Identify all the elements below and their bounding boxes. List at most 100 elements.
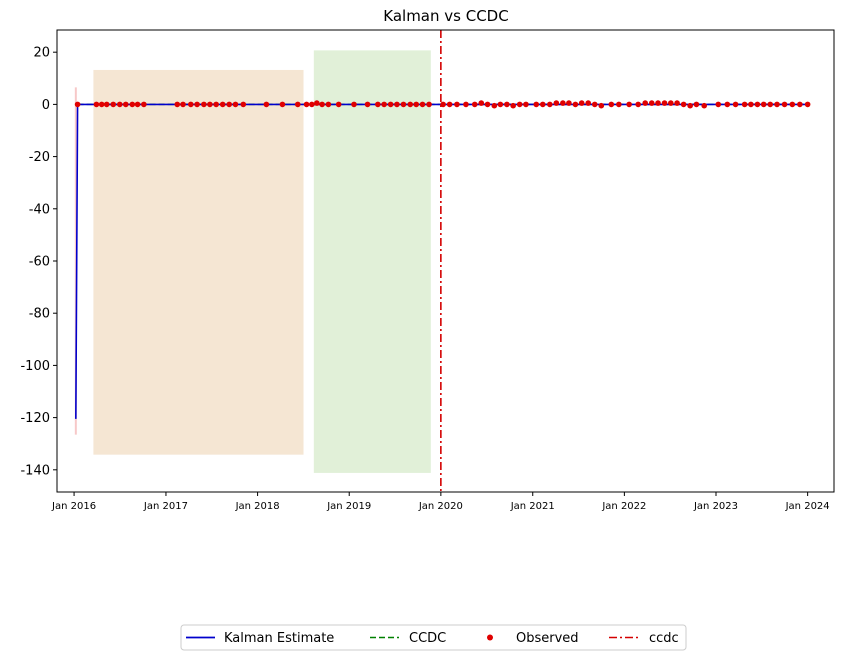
legend: Kalman Estimate CCDC Observed ccdc <box>180 624 687 651</box>
observed-point <box>309 101 315 108</box>
observed-point <box>701 102 708 109</box>
observed-point <box>207 101 213 108</box>
observed-point <box>642 100 649 106</box>
observed-point <box>732 101 739 108</box>
observed-point <box>767 101 774 108</box>
observed-point <box>419 101 426 108</box>
observed-point <box>674 100 680 106</box>
observed-point <box>504 101 510 108</box>
observed-point <box>741 101 748 108</box>
observed-point <box>789 101 796 108</box>
observed-point <box>219 101 226 108</box>
observed-point <box>497 101 504 108</box>
observed-point <box>635 101 641 108</box>
observed-point <box>400 101 407 108</box>
observed-point <box>572 101 579 108</box>
observed-point <box>547 101 553 108</box>
observed-point <box>213 101 219 108</box>
x-tick-label: Jan 2017 <box>143 501 188 512</box>
observed-point <box>463 101 469 108</box>
observed-point <box>781 101 788 108</box>
observed-point <box>797 101 803 108</box>
observed-point <box>608 101 615 108</box>
observed-point <box>553 100 560 106</box>
observed-point <box>364 101 371 108</box>
observed-point <box>116 101 123 108</box>
x-tick-label: Jan 2020 <box>418 501 463 512</box>
observed-point <box>440 101 446 108</box>
observed-point <box>484 101 491 108</box>
observed-point <box>626 101 632 108</box>
observed-point <box>98 101 105 108</box>
observed-point <box>454 101 460 108</box>
shaded-region-0 <box>93 69 304 455</box>
x-tick-label: Jan 2023 <box>693 501 738 512</box>
observed-point <box>578 100 585 106</box>
observed-point <box>294 101 301 108</box>
observed-point <box>413 101 420 108</box>
legend-label: CCDC <box>409 631 446 646</box>
y-tick-label: -20 <box>29 150 50 165</box>
observed-point <box>648 100 655 106</box>
legend-box <box>180 624 687 651</box>
observed-point <box>381 101 387 108</box>
observed-point <box>103 101 110 108</box>
y-tick-label: -100 <box>20 359 50 374</box>
plot-area: 20 0 -20 -40 -60 -80 -100 -120 -140 Jan 2016 Jan 2… <box>20 29 835 512</box>
observed-point <box>226 101 233 108</box>
observed-point <box>523 101 529 108</box>
observed-point <box>110 101 117 108</box>
observed-point <box>516 101 523 108</box>
observed-point <box>533 101 540 108</box>
observed-point <box>194 101 200 108</box>
observed-point <box>188 101 194 108</box>
y-tick-label: -40 <box>29 202 50 217</box>
observed-point <box>174 101 181 108</box>
observed-point <box>748 101 754 108</box>
x-tick-label: Jan 2018 <box>235 501 280 512</box>
observed-point <box>724 101 731 108</box>
observed-point <box>680 101 687 108</box>
observed-point <box>303 101 310 108</box>
y-tick-label: -80 <box>29 307 50 322</box>
observed-point <box>201 101 207 108</box>
observed-point <box>715 101 722 108</box>
observed-point <box>471 101 478 108</box>
x-tick-label: Jan 2016 <box>51 501 96 512</box>
observed-point <box>446 101 453 108</box>
observed-point <box>279 101 286 108</box>
observed-point <box>560 100 566 106</box>
observed-point <box>668 100 674 106</box>
observed-point <box>232 101 239 108</box>
legend-swatch-observed <box>487 634 493 641</box>
observed-point <box>394 101 400 108</box>
y-tick-label: -120 <box>20 411 50 426</box>
observed-point <box>585 100 592 106</box>
observed-point <box>314 100 320 106</box>
observed-point <box>351 101 357 108</box>
observed-point <box>407 101 414 108</box>
observed-point <box>478 100 485 106</box>
x-tick-label: Jan 2024 <box>785 501 830 512</box>
observed-point <box>774 101 780 108</box>
observed-point <box>180 101 186 108</box>
legend-label: Kalman Estimate <box>224 631 334 646</box>
observed-point <box>129 101 136 108</box>
observed-point <box>687 102 693 109</box>
observed-point <box>804 101 811 108</box>
observed-point <box>491 102 498 109</box>
observed-point <box>93 101 100 108</box>
observed-point <box>122 101 129 108</box>
observed-point <box>754 101 761 108</box>
y-tick-label: 0 <box>42 98 50 113</box>
observed-point <box>319 101 325 108</box>
observed-point <box>240 101 247 108</box>
legend-label: Observed <box>516 631 579 646</box>
observed-point <box>134 101 141 108</box>
observed-point <box>510 102 516 109</box>
y-tick-label: -60 <box>29 255 50 270</box>
observed-point <box>74 101 81 108</box>
x-tick-label: Jan 2022 <box>601 501 646 512</box>
observed-point <box>325 101 332 108</box>
